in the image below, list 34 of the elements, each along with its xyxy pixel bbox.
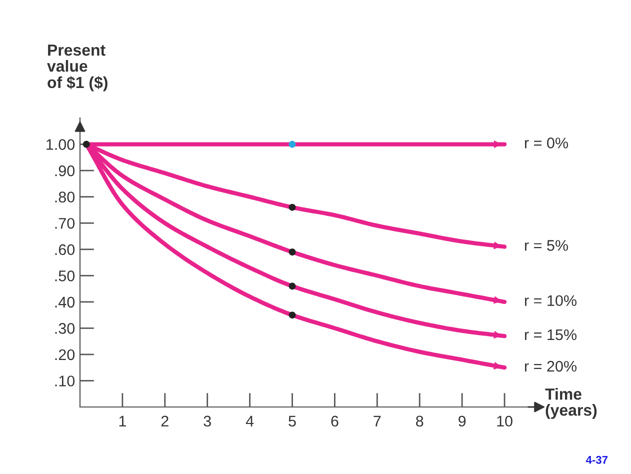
- legend-label: r = 15%: [524, 329, 577, 340]
- legend-label: r = 20%: [524, 360, 577, 372]
- y-tick-label: .70: [55, 218, 75, 229]
- x-tick-label: 4: [246, 416, 254, 426]
- x-axis-title: Time (years): [545, 388, 597, 419]
- y-tick-label: 1.00: [46, 139, 75, 150]
- point: [288, 140, 296, 148]
- x-tick-label: 10: [497, 416, 512, 427]
- y-tick-label: .80: [55, 192, 75, 203]
- y-axis-title: Present value of $1 ($): [47, 44, 108, 92]
- y-tick-label: .60: [55, 244, 75, 256]
- point: [288, 282, 296, 290]
- y-tick-label: .50: [55, 270, 75, 282]
- legend-label: r = 10%: [524, 295, 577, 306]
- y-tick-label: .20: [55, 349, 75, 360]
- x-tick-label: 2: [161, 416, 168, 426]
- y-tick-label: .30: [55, 323, 75, 334]
- x-tick-label: 7: [374, 416, 381, 426]
- x-tick-label: 3: [204, 416, 211, 427]
- x-tick-label: 1: [119, 416, 126, 426]
- legend-label: r = 0%: [524, 138, 568, 148]
- point: [288, 204, 296, 211]
- x-tick-label: 8: [416, 416, 424, 427]
- y-tick-label: .40: [55, 296, 75, 308]
- x-tick-label: 9: [458, 416, 466, 427]
- point: [288, 248, 296, 256]
- x-tick-label: 5: [288, 416, 296, 427]
- point: [82, 140, 90, 148]
- y-tick-label: .90: [55, 165, 75, 176]
- legend-label: r = 5%: [524, 240, 568, 251]
- x-tick-label: 6: [331, 416, 338, 427]
- point: [288, 312, 296, 319]
- text: 4-37: [586, 456, 608, 464]
- y-tick-label: .10: [55, 376, 75, 386]
